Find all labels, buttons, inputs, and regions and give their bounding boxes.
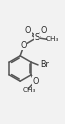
Text: S: S bbox=[34, 33, 39, 42]
Text: O: O bbox=[25, 26, 31, 35]
Text: CH₃: CH₃ bbox=[22, 87, 36, 93]
Text: O: O bbox=[40, 26, 47, 35]
Text: O: O bbox=[20, 41, 27, 50]
Text: O: O bbox=[33, 77, 39, 86]
Text: CH₃: CH₃ bbox=[45, 36, 59, 42]
Text: Br: Br bbox=[41, 60, 50, 69]
